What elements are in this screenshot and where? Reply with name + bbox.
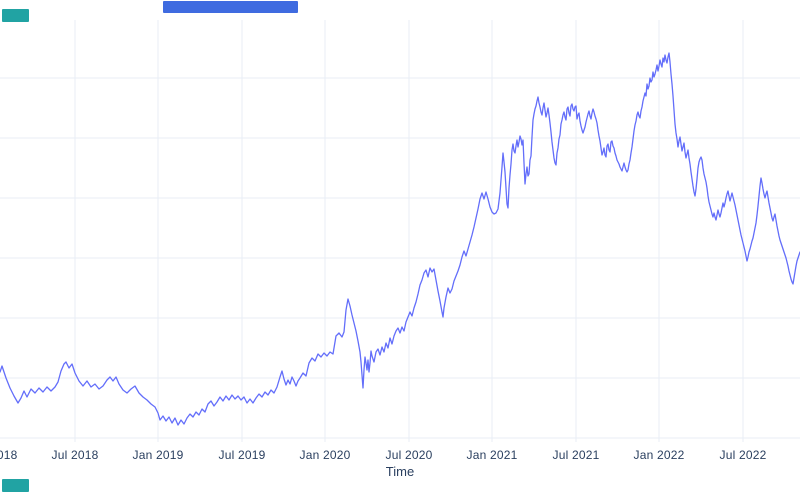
teal-redaction-block-bottom-left [2, 479, 29, 492]
teal-redaction-block-top-left [2, 9, 29, 22]
x-axis-title: Time [385, 464, 415, 479]
price-line [0, 52, 800, 426]
gridlines [0, 20, 800, 442]
blue-redaction-block-title [163, 1, 298, 13]
